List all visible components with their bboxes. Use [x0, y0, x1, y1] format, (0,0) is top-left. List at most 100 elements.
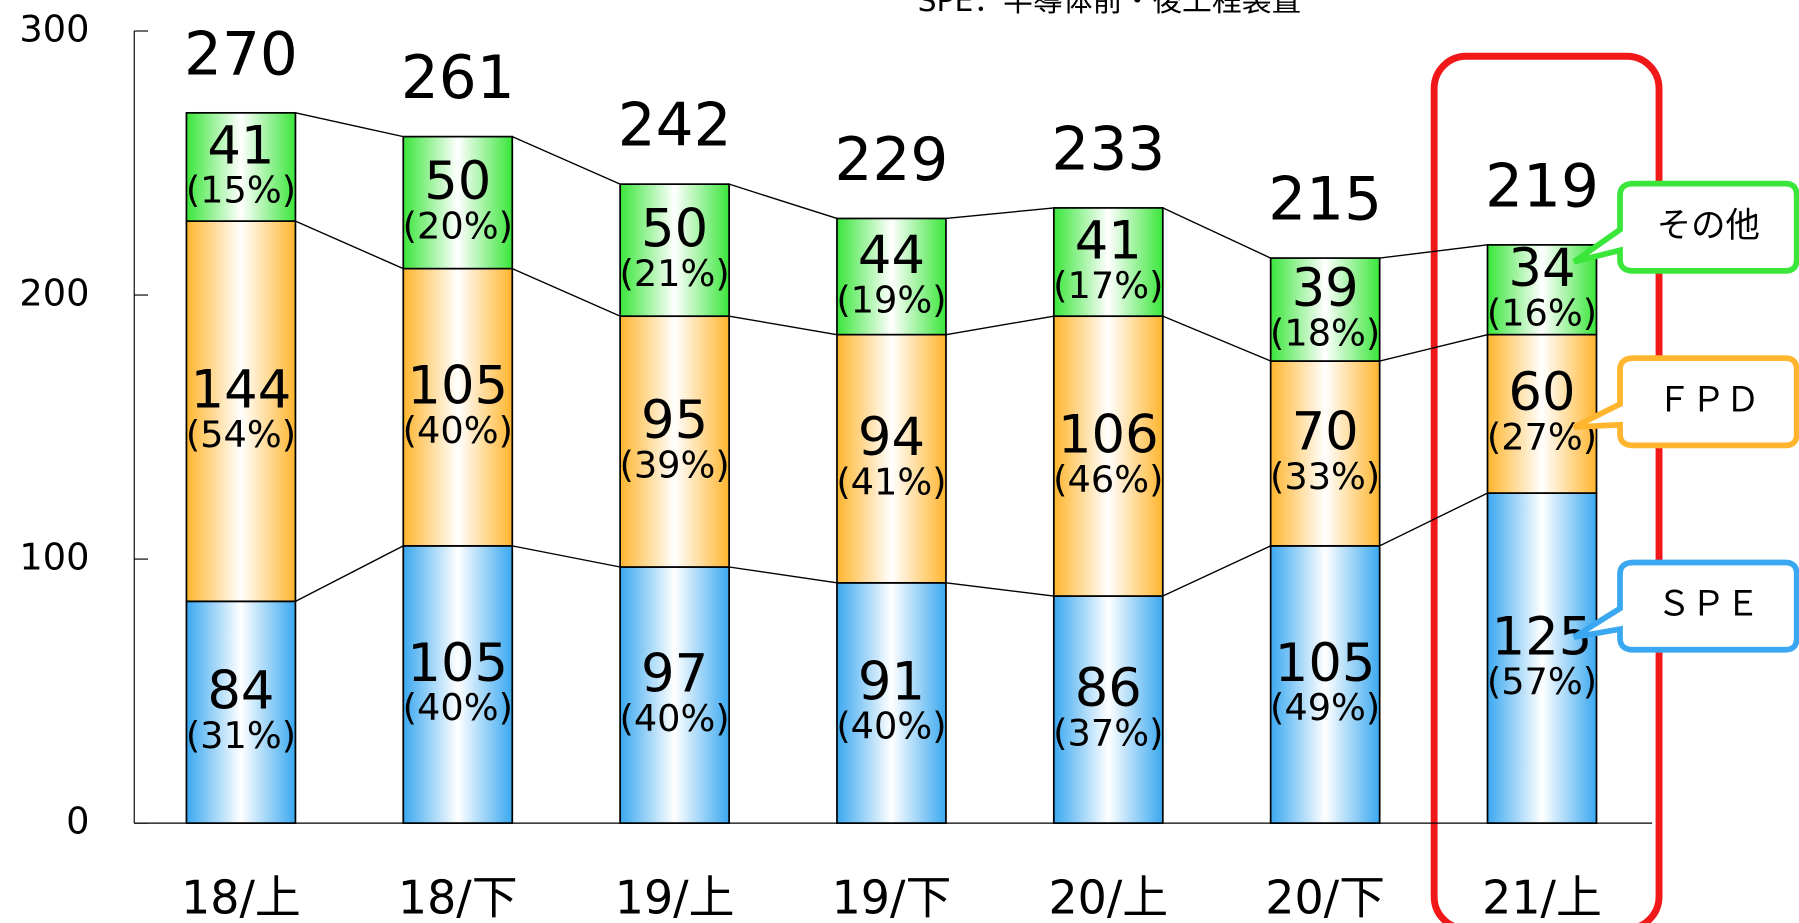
x-tick-label: 20/上	[1048, 871, 1168, 923]
bar-segment	[1269, 257, 1381, 362]
value-label: 34	[1508, 238, 1575, 299]
connector-line	[1162, 315, 1271, 362]
value-label: 105	[407, 356, 508, 417]
percent-label: (54%)	[186, 413, 296, 456]
connector-line	[512, 268, 621, 317]
bar-segment	[836, 217, 947, 336]
y-tick-label: 0	[66, 800, 89, 843]
connector-line	[1162, 207, 1271, 259]
connector-line	[295, 545, 404, 602]
bar-segment	[1269, 360, 1381, 547]
bar-segment	[1052, 595, 1164, 824]
percent-label: (20%)	[403, 204, 513, 247]
percent-label: (19%)	[836, 278, 946, 321]
legend-callout	[1572, 559, 1799, 653]
bar-segment	[1486, 492, 1598, 824]
value-label: 50	[641, 198, 708, 259]
value-label: 84	[207, 660, 274, 721]
total-label: 270	[184, 20, 298, 89]
bar-segment	[402, 135, 514, 270]
chart-subtitle: SPE：半導体前・後工程装置	[918, 0, 1302, 19]
connector-line	[945, 582, 1054, 597]
percent-label: (40%)	[403, 409, 513, 452]
bar-segment	[1269, 545, 1381, 824]
percent-label: (57%)	[1487, 660, 1597, 703]
percent-label: (18%)	[1270, 311, 1380, 354]
bar-segment	[836, 333, 947, 584]
value-label: 94	[858, 407, 925, 468]
percent-label: (15%)	[186, 169, 296, 212]
total-label: 215	[1268, 166, 1382, 235]
x-tick-label: 18/上	[181, 871, 301, 923]
total-label: 219	[1485, 152, 1599, 221]
percent-label: (49%)	[1270, 686, 1380, 729]
percent-label: (40%)	[620, 697, 730, 740]
connector-line	[1379, 333, 1488, 362]
percent-label: (40%)	[836, 705, 946, 748]
x-tick-label: 19/下	[832, 871, 952, 923]
value-label: 60	[1508, 362, 1575, 423]
percent-label: (17%)	[1053, 264, 1163, 307]
legend-callout	[1572, 355, 1799, 449]
percent-label: (21%)	[620, 252, 730, 295]
bar-segment	[619, 315, 730, 568]
x-tick-label: 19/上	[615, 871, 735, 923]
value-label: 39	[1292, 258, 1359, 319]
total-label: 233	[1051, 115, 1165, 184]
bar-segment	[185, 220, 297, 603]
x-tick-label: 20/下	[1265, 871, 1385, 923]
bar-segment	[1052, 315, 1164, 597]
percent-label: (33%)	[1270, 455, 1380, 498]
value-label: 41	[1075, 210, 1142, 271]
connector-line	[729, 566, 838, 584]
value-label: 106	[1058, 404, 1159, 465]
value-label: 70	[1292, 402, 1359, 463]
connector-line	[728, 183, 838, 220]
connector-line	[295, 112, 404, 138]
value-label: 105	[407, 633, 508, 694]
y-tick-label: 300	[19, 7, 89, 50]
value-label: 50	[424, 151, 491, 212]
total-label: 261	[401, 44, 515, 113]
x-tick-label: 21/上	[1482, 871, 1602, 923]
value-label: 144	[191, 359, 292, 420]
value-label: 44	[858, 225, 925, 286]
connector-line	[1162, 545, 1271, 597]
value-label: 91	[858, 651, 925, 712]
bar-segment	[619, 566, 730, 824]
percent-label: (39%)	[620, 443, 730, 486]
legend-callout	[1572, 180, 1799, 274]
value-label: 86	[1075, 658, 1142, 719]
y-tick-label: 200	[19, 272, 89, 315]
value-label: 41	[207, 115, 274, 176]
percent-label: (41%)	[836, 460, 946, 503]
bar-segment	[1486, 333, 1598, 494]
connector-line	[295, 220, 404, 270]
bar-segment	[1486, 244, 1598, 336]
connector-line	[1379, 492, 1488, 547]
total-label: 242	[618, 92, 732, 161]
y-tick-label: 100	[19, 536, 89, 579]
connector-line	[945, 315, 1054, 336]
percent-label: (16%)	[1487, 292, 1597, 335]
x-tick-label: 18/下	[398, 871, 518, 923]
bar-segment	[185, 600, 297, 824]
highlight-box	[1430, 52, 1663, 923]
legend-label: その他	[1657, 206, 1760, 246]
value-label: 95	[641, 390, 708, 451]
percent-label: (46%)	[1053, 458, 1163, 501]
connector-line	[945, 207, 1054, 220]
connector-line	[1379, 244, 1488, 259]
percent-label: (40%)	[403, 686, 513, 729]
bar-segment	[185, 111, 297, 222]
connector-line	[512, 545, 621, 568]
bar-segment	[402, 545, 514, 824]
legend-label: ＦＰＤ	[1657, 380, 1760, 420]
connector-line	[729, 315, 838, 336]
bar-segment	[619, 183, 730, 318]
bar-segment	[402, 267, 514, 547]
connector-line	[512, 135, 621, 185]
value-label: 105	[1275, 633, 1376, 694]
total-label: 229	[835, 126, 949, 195]
